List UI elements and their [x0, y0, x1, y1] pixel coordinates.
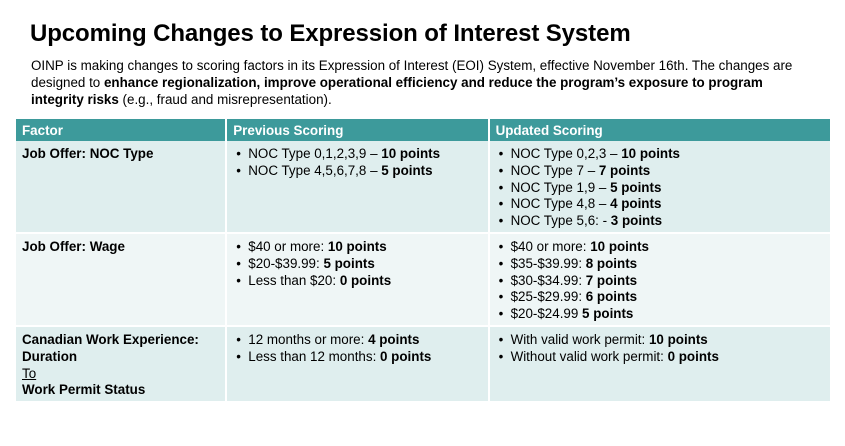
- list-item: Without valid work permit: 0 points: [496, 349, 824, 366]
- updated-scoring-cell: NOC Type 0,2,3 – 10 points NOC Type 7 – …: [488, 141, 830, 234]
- scoring-table: Factor Previous Scoring Updated Scoring …: [16, 119, 830, 404]
- bullet-list: With valid work permit: 10 points Withou…: [496, 332, 824, 366]
- previous-scoring-cell: NOC Type 0,1,2,3,9 – 10 points NOC Type …: [226, 141, 490, 234]
- item-points: 3 points: [610, 213, 663, 229]
- list-item: NOC Type 1,9 – 5 points: [496, 180, 824, 197]
- item-text: $40 or more:: [248, 238, 328, 254]
- intro-text-bold: enhance regionalization, improve operati…: [31, 75, 763, 107]
- list-item: $40 or more: 10 points: [233, 239, 481, 256]
- item-points: 10 points: [621, 146, 680, 161]
- list-item: NOC Type 4,5,6,7,8 – 5 points: [233, 163, 481, 180]
- list-item: $20-$24.99 5 points: [496, 306, 824, 323]
- item-text: Less than $20:: [248, 272, 340, 288]
- item-text: NOC Type 1,9 –: [510, 179, 611, 195]
- list-item: $25-$29.99: 6 points: [496, 289, 824, 306]
- item-points: 10 points: [648, 331, 708, 347]
- header-previous-scoring: Previous Scoring: [226, 119, 490, 141]
- header-updated-scoring: Updated Scoring: [488, 119, 830, 141]
- header-factor: Factor: [16, 119, 228, 141]
- item-points: 7 points: [598, 162, 651, 178]
- table-header-row: Factor Previous Scoring Updated Scoring: [16, 119, 830, 141]
- item-points: 7 points: [585, 272, 638, 288]
- item-text: NOC Type 5,6: -: [510, 213, 611, 229]
- list-item: $20-$39.99: 5 points: [233, 256, 481, 273]
- item-text: NOC Type 7 –: [510, 162, 599, 178]
- item-text: $40 or more:: [510, 238, 591, 254]
- item-text: $25-$29.99:: [510, 289, 586, 305]
- factor-cell: Job Offer: Wage: [16, 232, 228, 327]
- list-item: NOC Type 7 – 7 points: [496, 163, 824, 180]
- factor-to-label: To: [22, 365, 37, 381]
- item-points: 4 points: [368, 331, 420, 347]
- item-points: 10 points: [381, 146, 441, 161]
- item-text: $20-$39.99:: [248, 255, 324, 271]
- factor-line: Canadian Work Experience:: [22, 331, 199, 347]
- bullet-list: 12 months or more: 4 points Less than 12…: [233, 332, 481, 366]
- list-item: $35-$39.99: 8 points: [496, 256, 824, 273]
- item-text: 12 months or more:: [248, 331, 369, 347]
- item-text: $20-$24.99: [510, 306, 583, 322]
- item-text: With valid work permit:: [510, 331, 649, 347]
- item-text: NOC Type 4,8 –: [510, 196, 611, 212]
- item-points: 4 points: [610, 196, 662, 212]
- item-points: 5 points: [323, 255, 375, 271]
- list-item: $40 or more: 10 points: [496, 239, 824, 256]
- list-item: NOC Type 4,8 – 4 points: [496, 196, 824, 213]
- item-text: Without valid work permit:: [510, 348, 668, 364]
- list-item: NOC Type 0,1,2,3,9 – 10 points: [233, 146, 481, 163]
- item-points: 0 points: [667, 348, 719, 364]
- item-points: 0 points: [339, 272, 392, 288]
- item-text: NOC Type 0,1,2,3,9 –: [248, 146, 382, 161]
- item-text: NOC Type 0,2,3 –: [510, 146, 622, 161]
- factor-cell: Canadian Work Experience: Duration To Wo…: [16, 325, 228, 404]
- page-title: Upcoming Changes to Expression of Intere…: [30, 20, 631, 47]
- previous-scoring-cell: $40 or more: 10 points $20-$39.99: 5 poi…: [226, 232, 490, 327]
- updated-scoring-cell: $40 or more: 10 points $35-$39.99: 8 poi…: [488, 232, 830, 327]
- table-row: Job Offer: Wage $40 or more: 10 points $…: [16, 232, 830, 327]
- previous-scoring-cell: 12 months or more: 4 points Less than 12…: [226, 325, 490, 404]
- intro-text-end: (e.g., fraud and misrepresentation).: [118, 92, 332, 107]
- table-row: Canadian Work Experience: Duration To Wo…: [16, 325, 830, 404]
- item-points: 10 points: [590, 238, 649, 254]
- table-row: Job Offer: NOC Type NOC Type 0,1,2,3,9 –…: [16, 141, 830, 234]
- item-points: 5 points: [582, 306, 634, 322]
- item-text: NOC Type 4,5,6,7,8 –: [248, 162, 382, 178]
- factor-cell: Job Offer: NOC Type: [16, 141, 228, 234]
- factor-line: Work Permit Status: [22, 382, 146, 398]
- list-item: NOC Type 0,2,3 – 10 points: [496, 146, 824, 163]
- item-points: 8 points: [585, 255, 638, 271]
- item-points: 0 points: [380, 348, 432, 364]
- factor-line: Duration: [22, 348, 78, 364]
- intro-paragraph: OINP is making changes to scoring factor…: [31, 57, 811, 108]
- item-text: Less than 12 months:: [248, 348, 381, 364]
- bullet-list: $40 or more: 10 points $20-$39.99: 5 poi…: [233, 239, 481, 289]
- updated-scoring-cell: With valid work permit: 10 points Withou…: [488, 325, 830, 404]
- item-points: 5 points: [610, 179, 662, 195]
- item-text: $35-$39.99:: [510, 255, 586, 271]
- bullet-list: NOC Type 0,2,3 – 10 points NOC Type 7 – …: [496, 146, 824, 230]
- bullet-list: NOC Type 0,1,2,3,9 – 10 points NOC Type …: [233, 146, 481, 180]
- list-item: 12 months or more: 4 points: [233, 332, 481, 349]
- list-item: Less than $20: 0 points: [233, 273, 481, 290]
- item-points: 10 points: [327, 238, 387, 254]
- intro-text-start: OINP is making changes to scoring factor…: [31, 58, 793, 90]
- list-item: Less than 12 months: 0 points: [233, 349, 481, 366]
- item-points: 5 points: [381, 162, 433, 178]
- item-text: $30-$34.99:: [510, 272, 586, 288]
- list-item: With valid work permit: 10 points: [496, 332, 824, 349]
- list-item: NOC Type 5,6: - 3 points: [496, 213, 824, 230]
- bullet-list: $40 or more: 10 points $35-$39.99: 8 poi…: [496, 239, 824, 323]
- item-points: 6 points: [585, 289, 638, 305]
- list-item: $30-$34.99: 7 points: [496, 273, 824, 290]
